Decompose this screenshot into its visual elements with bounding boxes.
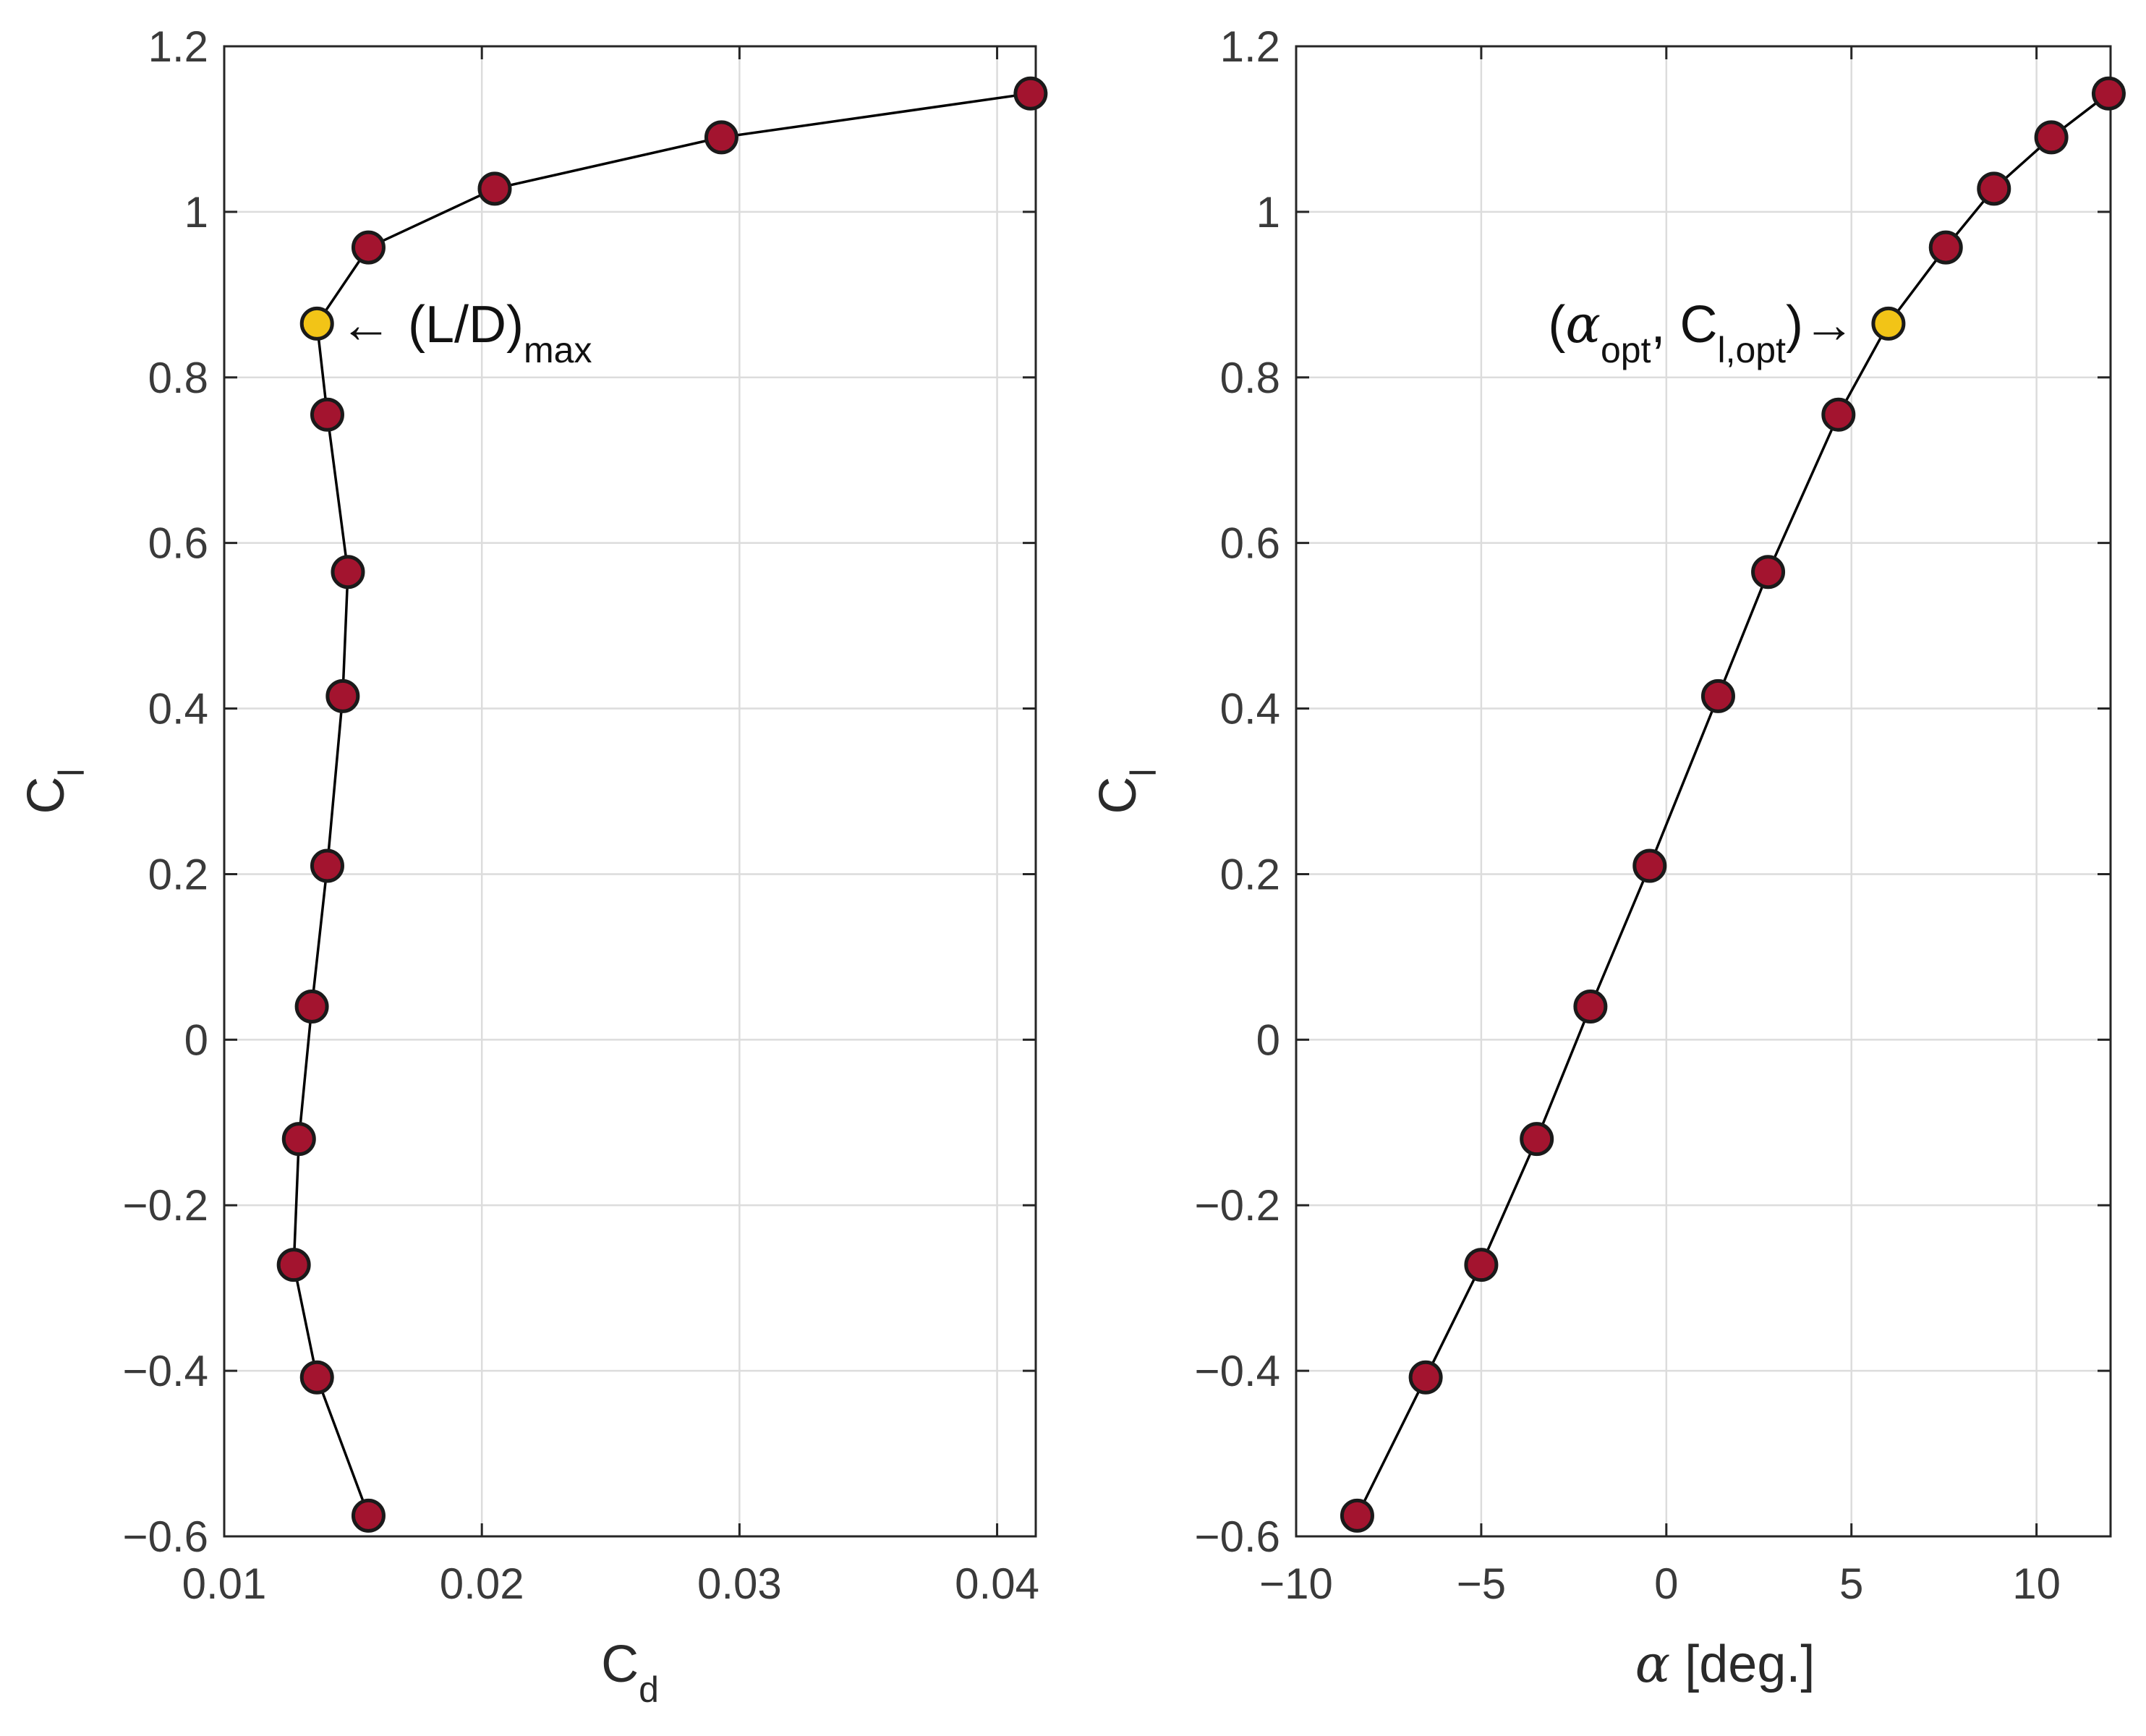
right-data-point <box>1977 171 2011 206</box>
left-data-point <box>276 1248 311 1282</box>
right-y-tick-label: −0.6 <box>1195 1512 1280 1561</box>
right-data-point <box>2034 120 2069 155</box>
left-data-point <box>331 555 365 590</box>
left-x-axis-label-sub: d <box>639 1669 659 1710</box>
left-data-point <box>294 990 329 1024</box>
left-y-axis-label-sub: l <box>51 768 92 776</box>
right-annotation-c-sub: l,opt <box>1718 330 1787 370</box>
right-y-tick-label: 1.2 <box>1220 22 1280 71</box>
left-annotation-ld-max: ← (L/D)max <box>340 296 592 370</box>
right-plot-frame <box>1295 45 2112 1538</box>
left-annotation-text: (L/D) <box>408 296 524 354</box>
right-data-point <box>1464 1248 1499 1282</box>
left-annotation-arrow: ← <box>340 296 392 354</box>
left-data-point <box>310 397 344 432</box>
left-y-tick-label: −0.6 <box>123 1512 208 1561</box>
right-data-point <box>1928 230 1963 265</box>
right-annotation-arrow: → <box>1803 296 1855 354</box>
right-y-tick-label: 0 <box>1256 1016 1280 1064</box>
right-y-tick-label: 0.6 <box>1220 519 1280 568</box>
right-y-tick-label: 1 <box>1256 188 1280 237</box>
left-y-tick-label: 1 <box>184 188 208 237</box>
right-highlight-point <box>1871 306 1906 341</box>
right-data-point <box>1408 1360 1443 1395</box>
left-y-tick-label: 0.6 <box>148 519 208 568</box>
left-data-point <box>299 1360 334 1395</box>
right-x-tick-label: 5 <box>1839 1560 1863 1608</box>
left-x-tick-label: 0.03 <box>697 1560 782 1608</box>
right-x-axis-label: α [deg.] <box>1635 1633 1815 1694</box>
left-data-point <box>310 848 344 883</box>
right-annotation-optimum: (αopt, Cl,opt)→ <box>1548 294 1855 370</box>
left-ticks <box>223 45 1036 1538</box>
left-data-point <box>325 678 360 713</box>
right-tick-labels: −10 −5 0 5 10 −0.6 −0.4 −0.2 0 0.2 0.4 0.6 0.8 1 1.2 <box>1195 22 2061 1608</box>
left-x-axis-label-main: C <box>601 1635 639 1693</box>
lift-curve-chart: −10 −5 0 5 10 −0.6 −0.4 −0.2 0 0.2 0.4 0.6 0.8 1 1.2 α… <box>1089 22 2126 1694</box>
right-x-tick-label: −5 <box>1457 1560 1506 1608</box>
left-data-point <box>477 171 512 206</box>
right-data-point <box>1821 397 1856 432</box>
left-y-tick-label: −0.2 <box>123 1181 208 1230</box>
left-y-tick-label: 0 <box>184 1016 208 1064</box>
left-data-point <box>281 1122 316 1157</box>
left-y-tick-label: 0.8 <box>148 354 208 402</box>
left-highlight-point <box>299 306 334 341</box>
right-y-tick-label: 0.2 <box>1220 850 1280 898</box>
right-y-tick-label: 0.8 <box>1220 354 1280 402</box>
left-data-point <box>351 1498 386 1533</box>
right-data-point <box>1573 990 1608 1024</box>
right-x-tick-label: −10 <box>1259 1560 1333 1608</box>
left-markers <box>276 76 1048 1533</box>
left-series-line <box>292 92 1031 1517</box>
right-x-tick-label: 10 <box>2012 1560 2061 1608</box>
right-y-axis-label-main: C <box>1089 777 1147 814</box>
right-annotation-alpha-sub: opt <box>1601 330 1651 370</box>
drag-polar-chart: 0.01 0.02 0.03 0.04 −0.6 −0.4 −0.2 0 0.2 0.4 0.6 0.… <box>17 22 1048 1710</box>
right-x-axis-label-unit: [deg.] <box>1670 1635 1815 1693</box>
left-y-tick-label: 0.4 <box>148 685 208 733</box>
right-data-point <box>1632 848 1667 883</box>
right-y-axis-label-sub: l <box>1123 768 1164 776</box>
right-y-tick-label: −0.2 <box>1195 1181 1280 1230</box>
right-annotation-open: ( <box>1548 296 1565 354</box>
left-y-tick-label: 1.2 <box>148 22 208 71</box>
right-ticks <box>1295 45 2111 1538</box>
left-tick-labels: 0.01 0.02 0.03 0.04 −0.6 −0.4 −0.2 0 0.2 0.4 0.6 0.… <box>123 22 1039 1608</box>
left-plot-frame <box>223 45 1037 1538</box>
left-x-axis-label: Cd <box>601 1635 659 1710</box>
left-x-tick-label: 0.01 <box>182 1560 267 1608</box>
left-y-axis-label: Cl <box>17 768 92 814</box>
right-annotation-close: ) <box>1786 296 1803 354</box>
right-markers <box>1340 76 2126 1533</box>
right-x-axis-label-alpha: α <box>1635 1633 1671 1694</box>
left-y-tick-label: 0.2 <box>148 850 208 898</box>
right-y-tick-label: 0.4 <box>1220 685 1280 733</box>
left-y-axis-label-main: C <box>17 777 75 814</box>
right-data-point <box>1700 678 1735 713</box>
left-x-tick-label: 0.02 <box>440 1560 524 1608</box>
right-data-point <box>2091 76 2126 111</box>
left-annotation-sub: max <box>524 330 592 370</box>
right-y-axis-label: Cl <box>1089 768 1164 814</box>
left-data-point <box>1013 76 1048 111</box>
left-x-tick-label: 0.04 <box>955 1560 1039 1608</box>
left-data-point <box>351 230 386 265</box>
right-x-tick-label: 0 <box>1654 1560 1678 1608</box>
left-data-point <box>704 120 738 155</box>
right-annotation-sep: , C <box>1651 296 1717 354</box>
left-grid <box>223 45 1036 1538</box>
left-y-tick-label: −0.4 <box>123 1347 208 1395</box>
right-data-point <box>1751 555 1786 590</box>
right-data-point <box>1520 1122 1554 1157</box>
right-data-point <box>1340 1498 1374 1533</box>
right-annotation-alpha: α <box>1565 294 1601 354</box>
right-y-tick-label: −0.4 <box>1195 1347 1280 1395</box>
